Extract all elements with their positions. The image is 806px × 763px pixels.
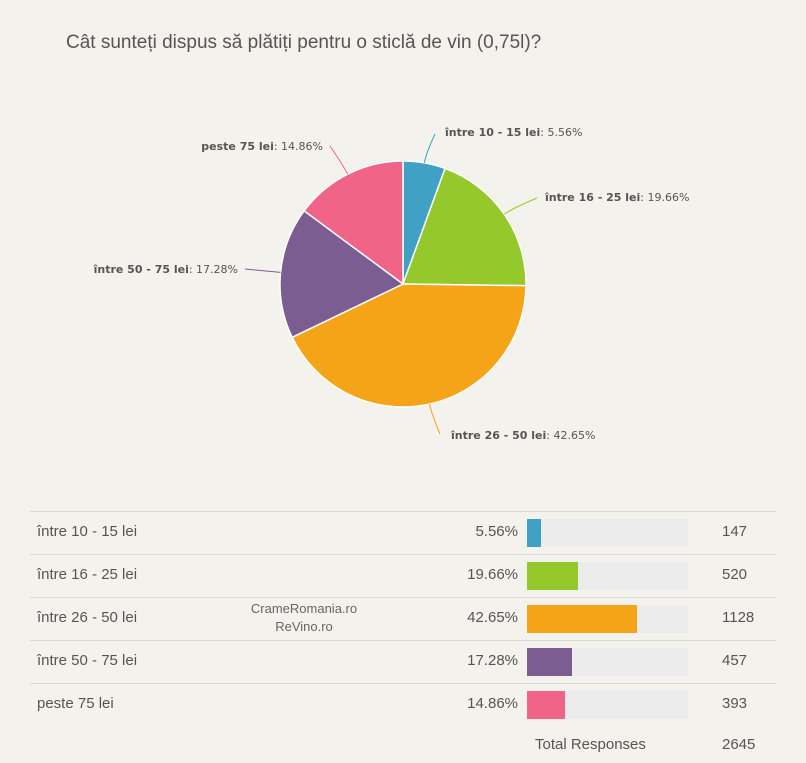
- pie-label: între 26 - 50 lei: 42.65%: [450, 429, 595, 442]
- table-row: între 10 - 15 lei 5.56% 147: [30, 511, 776, 554]
- bar-fill: [527, 562, 578, 590]
- leader-line: [429, 403, 441, 435]
- table-row: între 50 - 75 lei 17.28% 457: [30, 640, 776, 683]
- row-percent: 19.66%: [467, 566, 518, 583]
- row-count: 393: [722, 695, 748, 712]
- bar-track: [527, 562, 688, 590]
- watermark-line: ReVino.ro: [275, 619, 333, 634]
- row-percent: 42.65%: [467, 609, 518, 626]
- pie-label: peste 75 lei: 14.86%: [201, 140, 323, 153]
- pie-label: între 50 - 75 lei: 17.28%: [93, 263, 238, 276]
- bar-track: [527, 648, 688, 676]
- chart-title: Cât sunteți dispus să plătiți pentru o s…: [66, 32, 542, 53]
- row-label: între 16 - 25 lei: [37, 566, 138, 583]
- leader-line: [503, 197, 538, 215]
- pie-label: între 16 - 25 lei: 19.66%: [544, 191, 689, 204]
- pie-slice: [279, 209, 405, 339]
- results-table: între 10 - 15 lei 5.56% 147 între 16 - 2…: [30, 511, 776, 762]
- total-label: Total Responses: [535, 736, 646, 753]
- pie-chart: între 10 - 15 lei: 5.56% între 16 - 25 le…: [93, 126, 690, 442]
- row-count: 1128: [722, 609, 755, 626]
- row-percent: 5.56%: [475, 523, 518, 540]
- bar-fill: [527, 605, 637, 633]
- leader-line: [329, 145, 349, 175]
- bar-track: [527, 691, 688, 719]
- bar-fill: [527, 648, 572, 676]
- table-row: între 16 - 25 lei 19.66% 520: [30, 554, 776, 597]
- total-row: Total Responses 2645: [30, 726, 776, 762]
- bar-track: [527, 605, 688, 633]
- watermark: CrameRomania.ro ReVino.ro: [243, 600, 365, 636]
- pie-slice: [401, 167, 527, 287]
- bar-track: [527, 519, 688, 547]
- table-row: între 26 - 50 lei 42.65% 1128: [30, 597, 776, 640]
- bar-fill: [527, 691, 566, 719]
- row-percent: 17.28%: [467, 652, 518, 669]
- row-count: 520: [722, 566, 748, 583]
- bar-fill: [527, 519, 542, 547]
- leader-line: [423, 133, 436, 163]
- row-count: 457: [722, 652, 748, 669]
- leader-line: [244, 268, 281, 273]
- row-label: între 10 - 15 lei: [37, 523, 138, 540]
- table-row: peste 75 lei 14.86% 393: [30, 683, 776, 726]
- watermark-line: CrameRomania.ro: [250, 601, 358, 616]
- pie-label: între 10 - 15 lei: 5.56%: [444, 126, 582, 139]
- row-label: între 26 - 50 lei: [37, 609, 138, 626]
- row-count: 147: [722, 523, 748, 540]
- total-value: 2645: [722, 736, 756, 753]
- row-label: între 50 - 75 lei: [37, 652, 138, 669]
- row-percent: 14.86%: [467, 695, 518, 712]
- row-label: peste 75 lei: [37, 695, 114, 712]
- pie-slice: [303, 160, 404, 286]
